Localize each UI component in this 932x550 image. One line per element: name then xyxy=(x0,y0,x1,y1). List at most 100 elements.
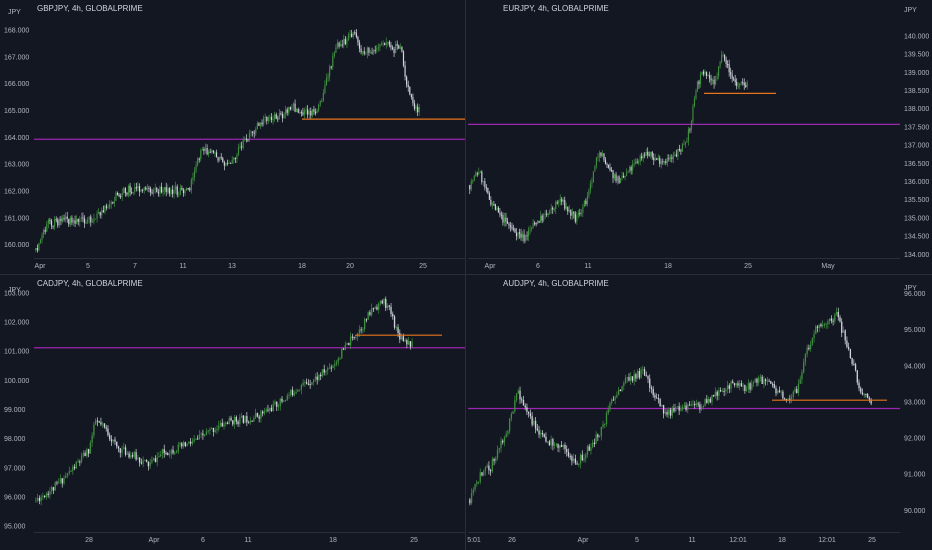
candle[interactable] xyxy=(374,45,376,54)
candle[interactable] xyxy=(60,215,62,226)
candle[interactable] xyxy=(163,444,165,458)
candle[interactable] xyxy=(828,318,831,325)
chart-pane-eurjpy[interactable]: 134.000 134.500 135.000 135.500 136.000 136.5… xyxy=(466,0,932,275)
candle[interactable] xyxy=(527,226,530,242)
candle[interactable] xyxy=(242,136,244,150)
candle[interactable] xyxy=(494,203,496,211)
candle[interactable] xyxy=(51,485,53,495)
candle[interactable] xyxy=(809,340,812,352)
candle[interactable] xyxy=(576,211,578,225)
candle[interactable] xyxy=(842,326,845,333)
candle[interactable] xyxy=(726,381,729,394)
candle[interactable] xyxy=(105,424,107,432)
candle[interactable] xyxy=(198,157,200,163)
candle[interactable] xyxy=(107,204,109,209)
candle[interactable] xyxy=(825,322,827,330)
candle[interactable] xyxy=(508,418,511,435)
candle[interactable] xyxy=(239,142,241,149)
candle[interactable] xyxy=(645,148,647,156)
candle[interactable] xyxy=(52,225,54,230)
candle[interactable] xyxy=(355,29,357,39)
candle[interactable] xyxy=(654,153,656,162)
chart-pane-audjpy[interactable]: 90.000 91.000 92.000 93.000 94.000 95.000 96.0… xyxy=(466,275,932,550)
candle[interactable] xyxy=(276,401,278,412)
candle[interactable] xyxy=(343,34,345,49)
candle[interactable] xyxy=(493,457,495,466)
candle[interactable] xyxy=(472,179,474,184)
candle[interactable] xyxy=(110,435,113,446)
candle[interactable] xyxy=(147,461,150,471)
candle[interactable] xyxy=(475,170,477,177)
candle[interactable] xyxy=(830,315,833,324)
candle[interactable] xyxy=(413,99,416,111)
candle[interactable] xyxy=(256,121,258,130)
candle[interactable] xyxy=(610,166,613,172)
candle[interactable] xyxy=(628,373,630,382)
candle[interactable] xyxy=(664,408,666,416)
candle[interactable] xyxy=(137,454,139,460)
candle[interactable] xyxy=(837,307,839,321)
candle[interactable] xyxy=(63,214,65,222)
candle[interactable] xyxy=(154,455,157,463)
candle[interactable] xyxy=(815,324,817,335)
candle[interactable] xyxy=(649,374,651,393)
candle[interactable] xyxy=(297,107,299,114)
candle[interactable] xyxy=(728,383,730,394)
candle[interactable] xyxy=(870,398,872,406)
candle[interactable] xyxy=(505,430,507,438)
candle[interactable] xyxy=(719,60,721,69)
candle[interactable] xyxy=(674,151,676,157)
candle[interactable] xyxy=(804,352,807,366)
candle[interactable] xyxy=(77,218,79,226)
candle[interactable] xyxy=(226,421,229,425)
candle[interactable] xyxy=(379,44,381,52)
candle[interactable] xyxy=(399,329,401,344)
candle[interactable] xyxy=(650,151,652,159)
candle[interactable] xyxy=(469,184,471,195)
candle[interactable] xyxy=(363,317,366,333)
candle[interactable] xyxy=(822,320,824,329)
candle[interactable] xyxy=(89,440,92,455)
candle[interactable] xyxy=(854,362,857,372)
candle[interactable] xyxy=(846,336,848,349)
candle[interactable] xyxy=(633,369,635,386)
candle[interactable] xyxy=(639,154,641,166)
candle[interactable] xyxy=(369,309,371,317)
candle[interactable] xyxy=(730,67,732,79)
candle[interactable] xyxy=(672,151,674,164)
candle[interactable] xyxy=(517,232,519,240)
candle[interactable] xyxy=(382,40,384,47)
candle[interactable] xyxy=(633,159,635,168)
candle[interactable] xyxy=(385,296,387,311)
candle[interactable] xyxy=(258,414,260,423)
candle[interactable] xyxy=(165,182,167,197)
plot-background[interactable] xyxy=(0,0,466,275)
candle[interactable] xyxy=(204,143,207,154)
candle[interactable] xyxy=(205,428,208,436)
candle[interactable] xyxy=(214,150,216,157)
candle[interactable] xyxy=(474,483,476,493)
candle[interactable] xyxy=(565,202,567,211)
candle[interactable] xyxy=(36,493,39,503)
candle[interactable] xyxy=(598,150,601,162)
candle[interactable] xyxy=(310,107,312,119)
candle[interactable] xyxy=(705,71,708,79)
candle[interactable] xyxy=(562,197,564,205)
candle[interactable] xyxy=(140,458,143,465)
candle[interactable] xyxy=(69,215,71,227)
candle[interactable] xyxy=(225,162,227,167)
candle[interactable] xyxy=(687,127,690,146)
candle[interactable] xyxy=(201,146,203,151)
candle[interactable] xyxy=(297,388,299,393)
candle[interactable] xyxy=(496,206,498,211)
chart-svg-eurjpy[interactable]: 134.000 134.500 135.000 135.500 136.000 136.5… xyxy=(466,0,932,275)
candle[interactable] xyxy=(706,395,708,404)
candle[interactable] xyxy=(195,438,197,441)
candle[interactable] xyxy=(123,186,125,195)
candle[interactable] xyxy=(718,387,720,400)
candle[interactable] xyxy=(553,207,555,212)
candle[interactable] xyxy=(685,402,687,412)
candle[interactable] xyxy=(534,416,537,434)
candle[interactable] xyxy=(600,426,602,441)
candle[interactable] xyxy=(323,364,325,376)
